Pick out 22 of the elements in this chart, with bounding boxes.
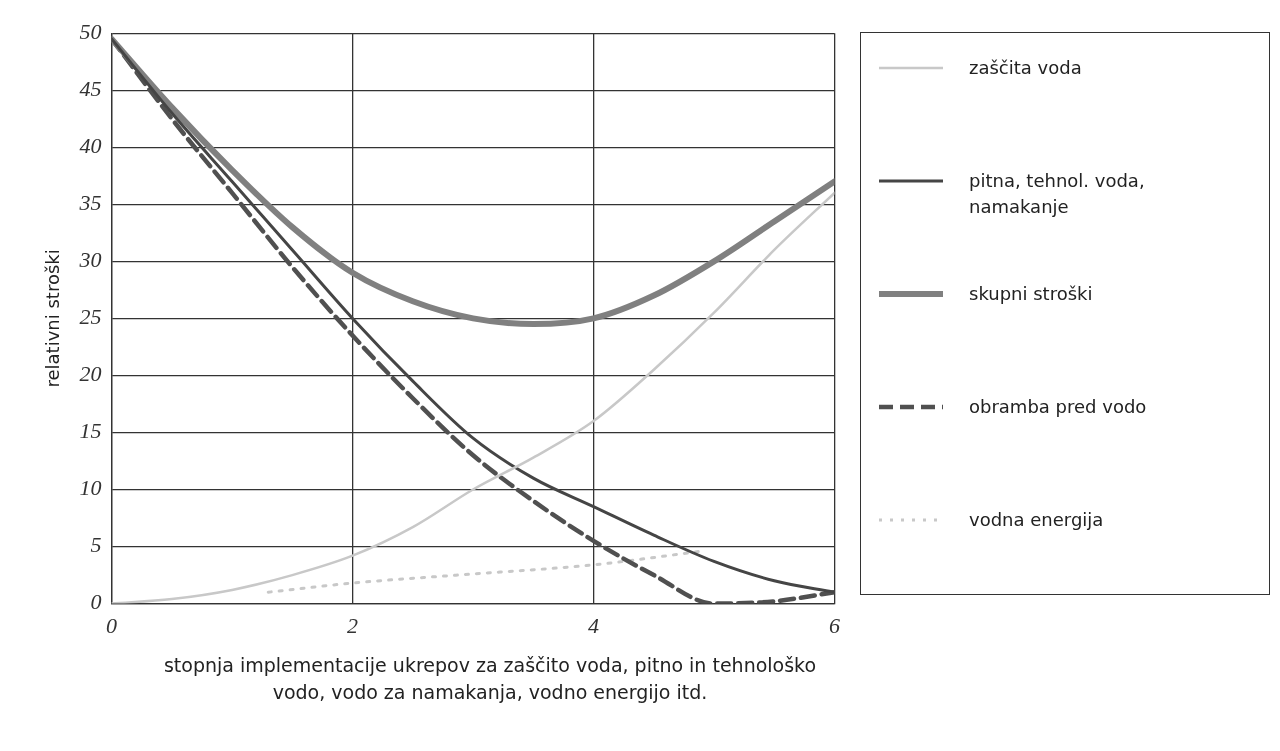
x-tick-label: 0 bbox=[106, 612, 118, 638]
y-tick-label: 40 bbox=[79, 133, 102, 159]
y-tick-label: 45 bbox=[79, 76, 102, 102]
y-tick-label: 30 bbox=[78, 247, 102, 273]
legend-label: skupni stroški bbox=[969, 282, 1093, 306]
x-tick-label: 4 bbox=[588, 612, 600, 638]
x-axis-title: stopnja implementacije ukrepov za zaščito voda, pitno in tehnološko vodo, vodo za namakanja, vodno energijo itd. bbox=[162, 653, 818, 705]
y-tick-label: 15 bbox=[79, 418, 102, 444]
legend-label: vodna energija bbox=[969, 508, 1104, 532]
y-tick-label: 20 bbox=[79, 361, 102, 387]
legend-label: pitna, tehnol. voda, namakanje bbox=[969, 169, 1146, 219]
x-tick-label: 2 bbox=[347, 612, 359, 638]
y-axis-title: relativni stroški bbox=[42, 249, 64, 388]
y-tick-label: 50 bbox=[79, 18, 102, 44]
y-tick-label: 0 bbox=[90, 589, 102, 615]
y-tick-label: 5 bbox=[90, 532, 102, 558]
y-tick-label: 35 bbox=[78, 190, 102, 216]
legend-label: obramba pred vodo bbox=[969, 395, 1147, 419]
legend-label: zaščita voda bbox=[969, 56, 1082, 80]
x-tick-label: 6 bbox=[829, 612, 840, 638]
y-tick-label: 25 bbox=[79, 304, 102, 330]
y-tick-label: 10 bbox=[79, 475, 102, 501]
